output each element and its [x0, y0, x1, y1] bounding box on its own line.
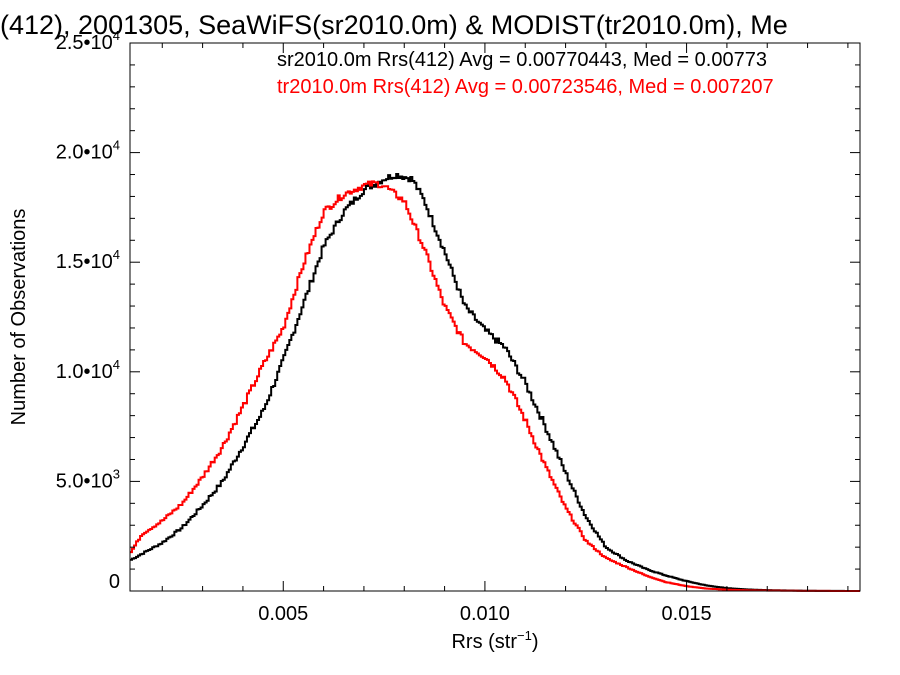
y-tick-label-4: 2.0•104: [56, 138, 120, 164]
annotation-tr: tr2010.0m Rrs(412) Avg = 0.00723546, Med…: [277, 76, 774, 98]
y-tick-label-3: 1.5•104: [56, 247, 120, 273]
x-tick-label-1: 0.010: [460, 603, 510, 625]
plot-frame: [129, 42, 861, 592]
series-line-0: [130, 172, 860, 592]
series-layer: [130, 172, 860, 592]
y-tick-label-1: 5.0•103: [56, 466, 120, 492]
y-ticks: 0 5.0•103 1.0•104 1.5•104 2.0•104 2.5•104: [56, 28, 860, 593]
x-tick-label-0: 0.005: [258, 603, 308, 625]
x-ticks: 0.005 0.010 0.015: [161, 43, 849, 625]
annotation-sr: sr2010.0m Rrs(412) Avg = 0.00770443, Med…: [277, 49, 767, 71]
y-axis-label: Number of Observations: [8, 209, 30, 426]
x-axis-label: Rrs (str−1): [451, 628, 538, 653]
y-tick-label-2: 1.0•104: [56, 357, 120, 383]
series-line-1: [130, 180, 860, 592]
y-tick-label-5: 2.5•104: [56, 28, 120, 54]
x-tick-label-2: 0.015: [662, 603, 712, 625]
y-tick-label-0: 0: [109, 571, 120, 593]
chart-title: (412), 2001305, SeaWiFS(sr2010.0m) & MOD…: [0, 10, 788, 40]
